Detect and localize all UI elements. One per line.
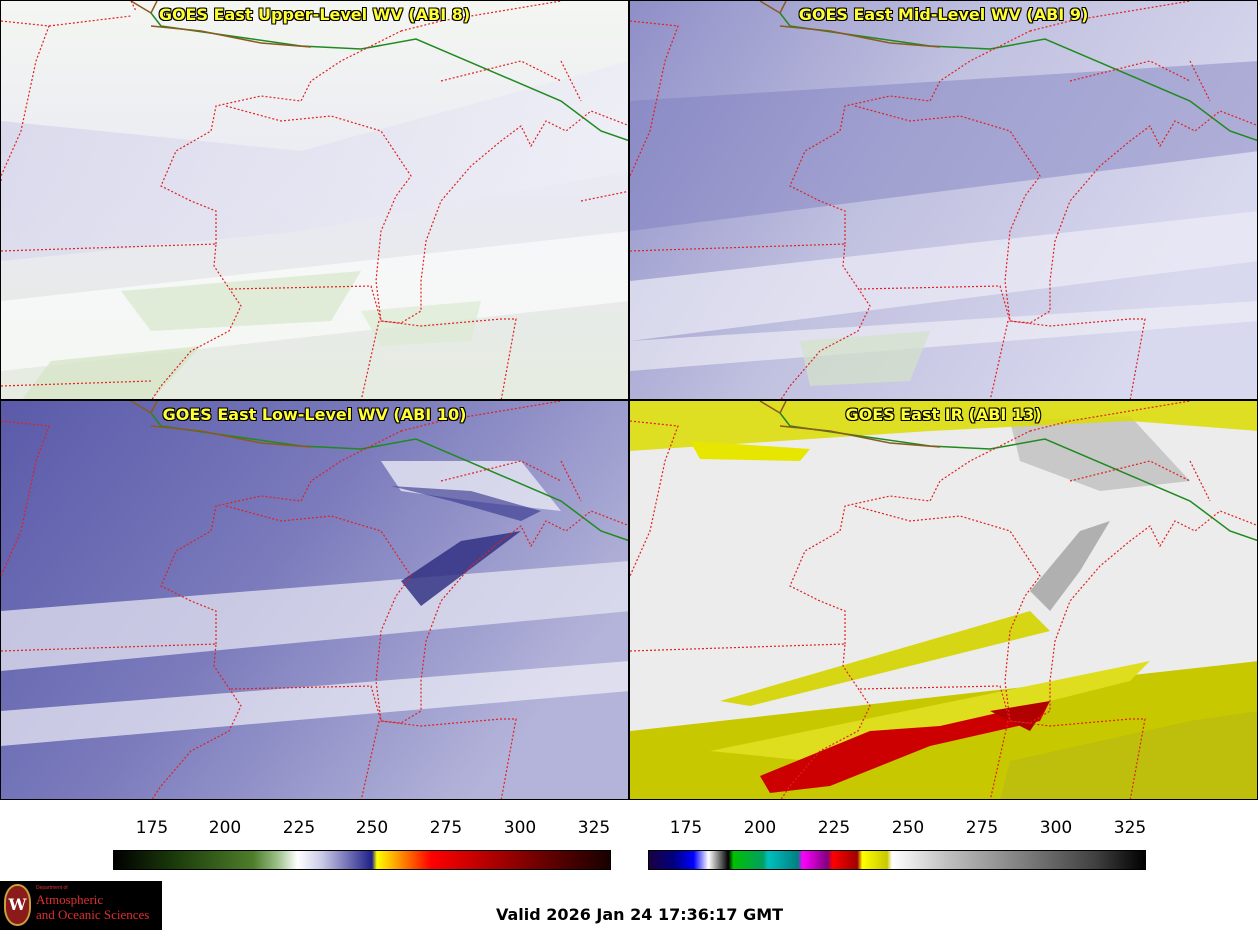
uw-seal-icon: W xyxy=(4,884,31,926)
tick-label: 200 xyxy=(743,818,777,838)
tick-label: 275 xyxy=(965,818,999,838)
tick-label: 275 xyxy=(429,818,463,838)
tick-label: 225 xyxy=(282,818,316,838)
tick-label: 300 xyxy=(1039,818,1073,838)
panel-upper-wv: GOES East Upper-Level WV (ABI 8) xyxy=(0,0,629,400)
panel-mid-wv: GOES East Mid-Level WV (ABI 9) xyxy=(629,0,1258,400)
tick-label: 250 xyxy=(891,818,925,838)
logo-line1: Atmospheric xyxy=(36,892,104,907)
panel-ir: GOES East IR (ABI 13) xyxy=(629,400,1258,800)
tick-label: 250 xyxy=(355,818,389,838)
tick-label: 175 xyxy=(669,818,703,838)
valid-time: Valid 2026 Jan 24 17:36:17 GMT xyxy=(496,905,784,924)
tick-label: 325 xyxy=(577,818,611,838)
wv-colorbar xyxy=(113,850,611,870)
ir-colorbar-ticks: 175 200 225 250 275 300 325 xyxy=(648,818,1146,840)
ir-image xyxy=(630,401,1257,799)
logo-dept-text: Department of xyxy=(36,885,68,891)
mid-wv-image xyxy=(630,1,1257,399)
ir-colorbar xyxy=(648,850,1146,870)
tick-label: 225 xyxy=(817,818,851,838)
tick-label: 200 xyxy=(208,818,242,838)
wv-colorbar-ticks: 175 200 225 250 275 300 325 xyxy=(113,818,611,840)
tick-label: 325 xyxy=(1113,818,1147,838)
tick-label: 175 xyxy=(135,818,169,838)
logo-line2: and Oceanic Sciences xyxy=(36,907,150,922)
upper-wv-image xyxy=(1,1,628,399)
low-wv-image xyxy=(1,401,628,799)
tick-label: 300 xyxy=(503,818,537,838)
uw-aos-logo: W Department of Atmospheric and Oceanic … xyxy=(0,881,162,930)
panel-low-wv: GOES East Low-Level WV (ABI 10) xyxy=(0,400,629,800)
